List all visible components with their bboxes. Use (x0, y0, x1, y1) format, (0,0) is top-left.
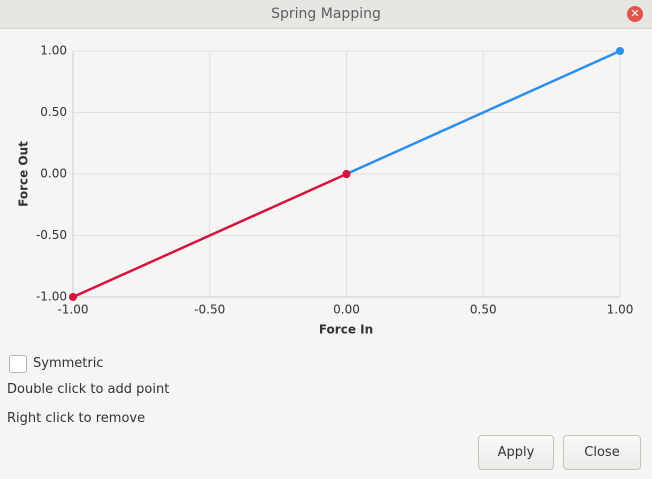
series-line (345, 49, 621, 176)
y-tick-label: 1.00 (40, 44, 67, 58)
x-tick-label: -0.50 (194, 303, 225, 317)
y-tick-label: -1.00 (36, 290, 67, 304)
control-point[interactable] (616, 47, 624, 55)
x-tick-label: 0.00 (333, 303, 360, 317)
series-line (72, 172, 348, 299)
close-window[interactable]: ✕ (627, 6, 643, 22)
window-title: Spring Mapping (271, 6, 381, 22)
y-tick-label: 0.00 (40, 167, 67, 181)
control-point[interactable] (342, 170, 351, 178)
checkbox-label: Symmetric (33, 356, 104, 371)
x-tick-label: 0.50 (470, 303, 497, 317)
y-axis-label: Force Out (17, 141, 31, 207)
hint: Right click to remove (7, 411, 146, 426)
y-tick-label: 0.50 (40, 105, 67, 119)
hint: Double click to add point (7, 382, 170, 397)
x-tick-label: -1.00 (57, 303, 88, 317)
y-tick-label: -0.50 (36, 228, 67, 242)
apply-button[interactable]: Apply (478, 435, 554, 470)
title-bar: Spring Mapping (0, 0, 652, 29)
close-button[interactable]: Close (563, 435, 641, 470)
control-point[interactable] (69, 293, 77, 301)
checkbox[interactable] (9, 355, 27, 373)
x-axis-label: Force In (319, 323, 373, 337)
x-tick-label: 1.00 (607, 303, 634, 317)
chart: Force In Force Out -1.00 -0.50 0.00 0.50 1.0… (17, 44, 634, 337)
